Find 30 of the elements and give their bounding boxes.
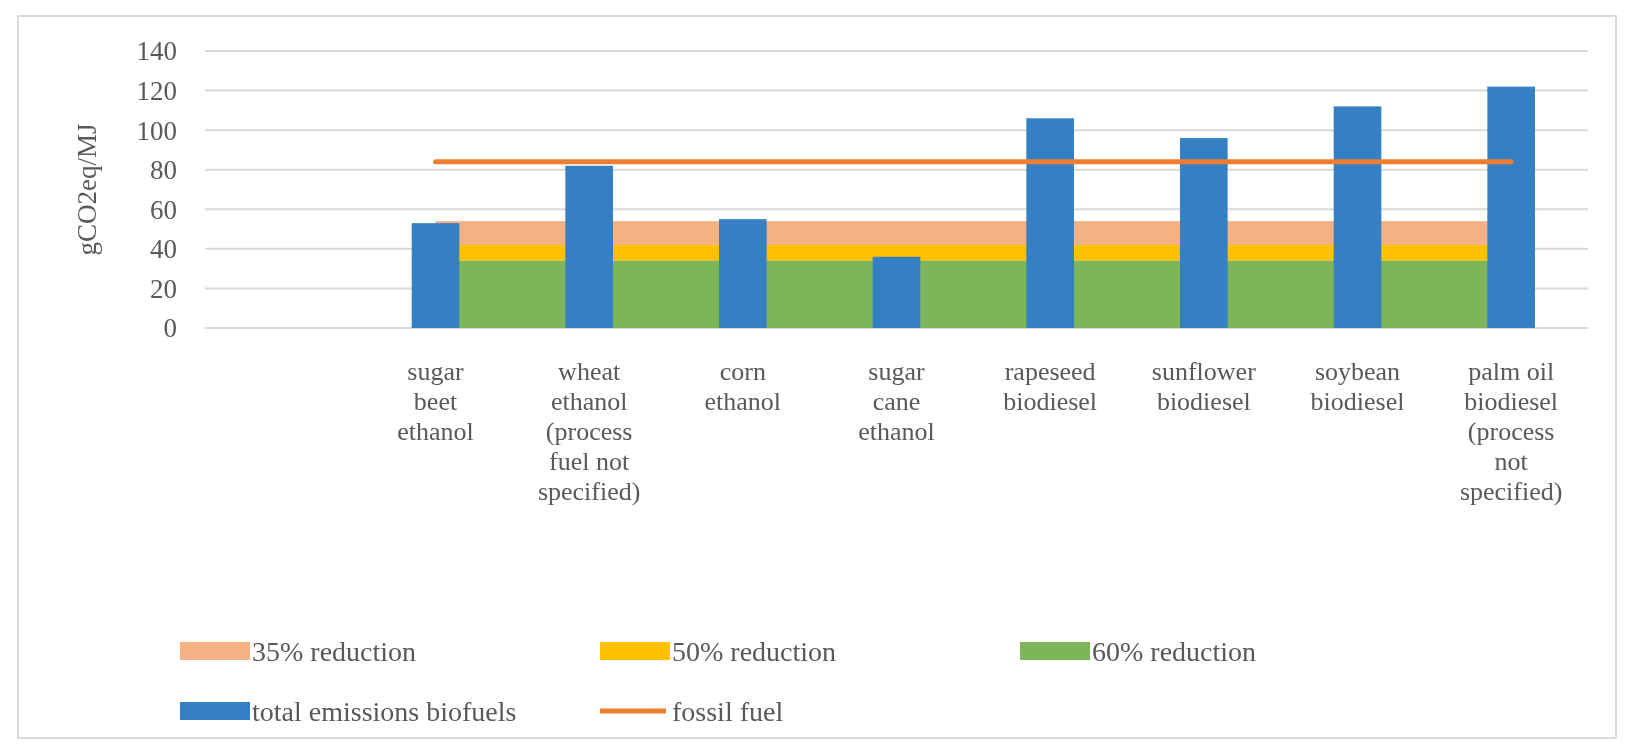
x-tick-label: rapeseed biodiesel: [1003, 357, 1098, 416]
y-tick-label: 80: [150, 155, 177, 186]
y-tick-label: 0: [163, 313, 177, 344]
y-tick-label: 60: [150, 194, 177, 225]
bar: [1487, 86, 1535, 328]
x-tick-label: sugar cane ethanol: [858, 357, 935, 446]
x-tick-label: wheat ethanol (process fuel not specified): [537, 357, 641, 506]
legend-label: 50% reduction: [672, 635, 837, 667]
y-tick-label: 100: [136, 115, 177, 146]
bar: [1026, 118, 1074, 328]
bar: [1180, 138, 1228, 328]
x-tick-label: corn ethanol: [704, 357, 782, 416]
y-axis-title: gCO2eq/MJ: [72, 123, 102, 256]
y-tick-label: 120: [136, 76, 177, 107]
legend-label: total emissions biofuels: [252, 695, 517, 727]
legend-label: 60% reduction: [1092, 635, 1257, 667]
y-tick-label: 40: [150, 234, 177, 265]
legend-label: 35% reduction: [252, 635, 417, 667]
y-tick-label: 20: [150, 273, 177, 304]
bar: [411, 223, 460, 328]
bar: [565, 165, 613, 328]
x-tick-label: sunflower biodiesel: [1151, 357, 1257, 416]
x-tick-label: sugar beet ethanol: [397, 357, 474, 446]
x-tick-label: palm oil biodiesel (process not specified): [1459, 357, 1563, 506]
legend-label: fossil fuel: [672, 695, 784, 727]
bar: [872, 256, 921, 328]
bar: [719, 219, 767, 328]
x-tick-label: soybean biodiesel: [1310, 357, 1405, 416]
bar: [1333, 106, 1382, 328]
y-tick-label: 140: [136, 36, 177, 67]
